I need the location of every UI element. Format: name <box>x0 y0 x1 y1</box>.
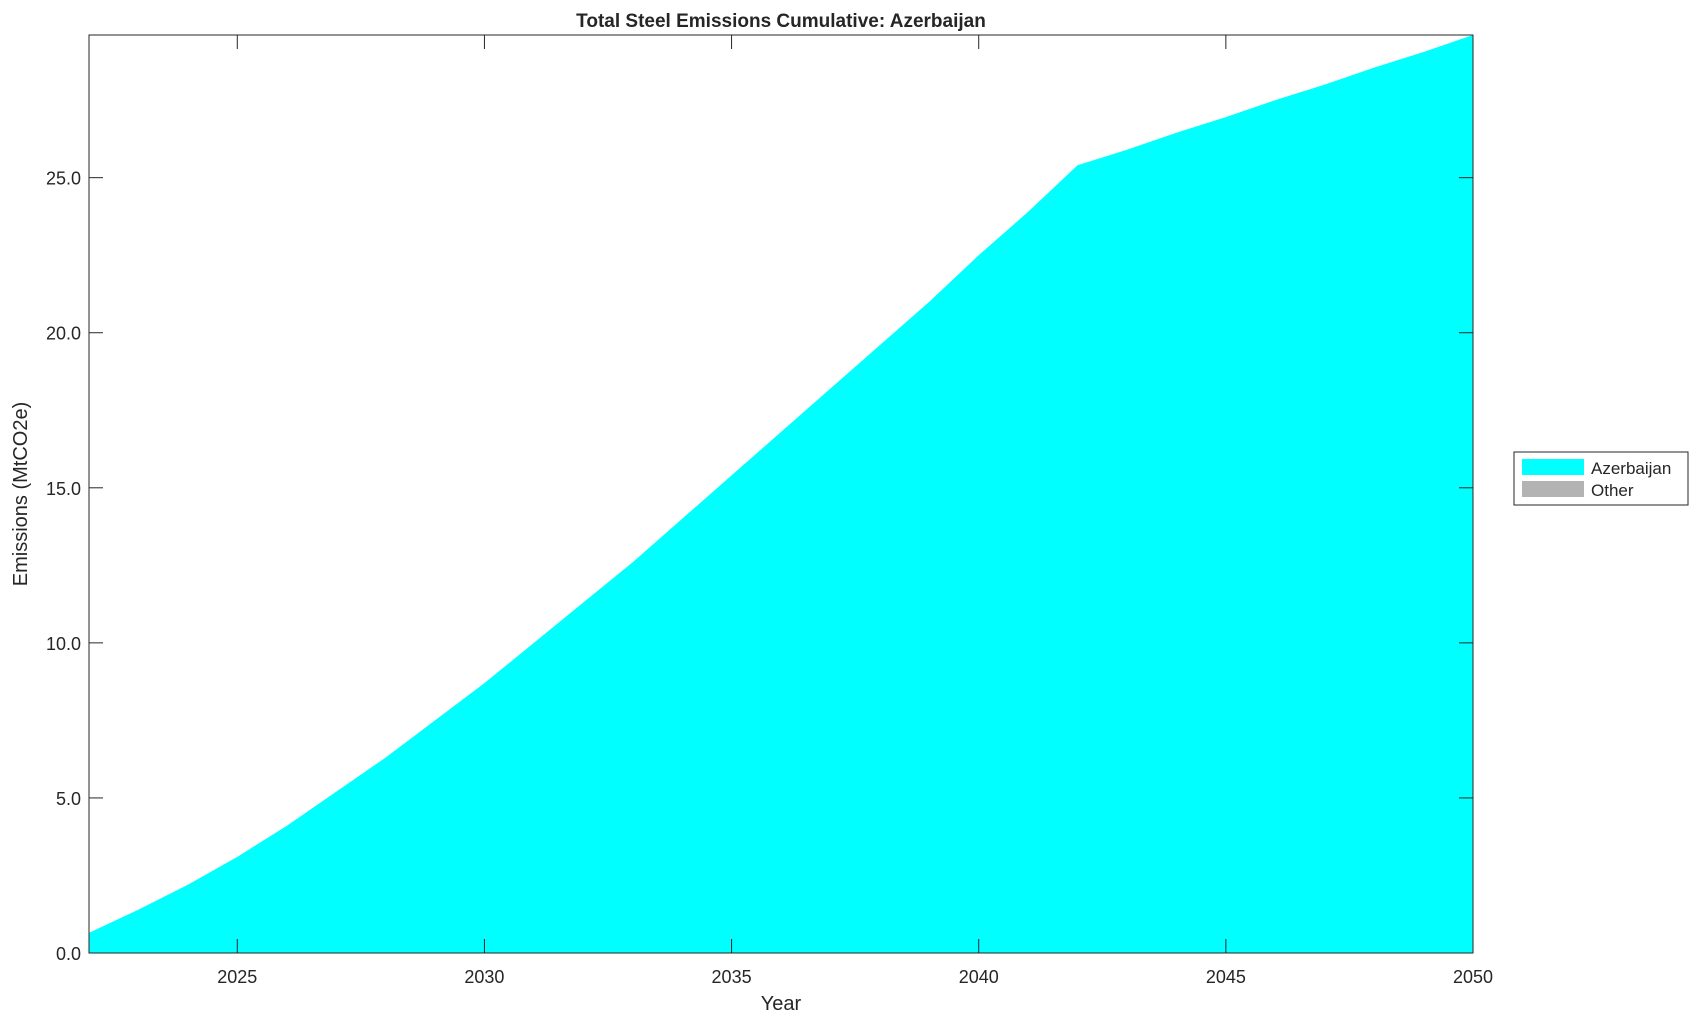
legend-swatch <box>1522 459 1584 475</box>
x-tick-label: 2035 <box>712 967 752 987</box>
legend-label: Azerbaijan <box>1591 459 1671 478</box>
y-tick-label: 25.0 <box>46 169 81 189</box>
x-tick-label: 2025 <box>217 967 257 987</box>
x-tick-label: 2040 <box>959 967 999 987</box>
y-tick-label: 20.0 <box>46 324 81 344</box>
plot-area-border <box>88 34 1474 954</box>
x-axis-label: Year <box>761 993 802 1015</box>
x-tick-label: 2050 <box>1453 967 1493 987</box>
legend-swatch <box>1522 481 1584 497</box>
x-tick-label: 2045 <box>1206 967 1246 987</box>
y-tick-label: 10.0 <box>46 634 81 654</box>
y-tick-label: 0.0 <box>56 944 81 964</box>
y-tick-label: 15.0 <box>46 479 81 499</box>
y-tick-label: 5.0 <box>56 789 81 809</box>
chart-title: Total Steel Emissions Cumulative: Azerba… <box>576 11 986 32</box>
legend-label: Other <box>1591 481 1634 500</box>
area-layer <box>89 35 1473 953</box>
legend: Azerbaijan Other <box>1513 451 1689 506</box>
x-tick-label: 2030 <box>464 967 504 987</box>
ticks: 2025 2030 2035 2040 2045 2050 0.0 5.0 10.0 15.0 20… <box>46 35 1493 987</box>
y-axis-label: Emissions (MtCO2e) <box>10 402 32 586</box>
area-azerbaijan <box>89 35 1473 953</box>
